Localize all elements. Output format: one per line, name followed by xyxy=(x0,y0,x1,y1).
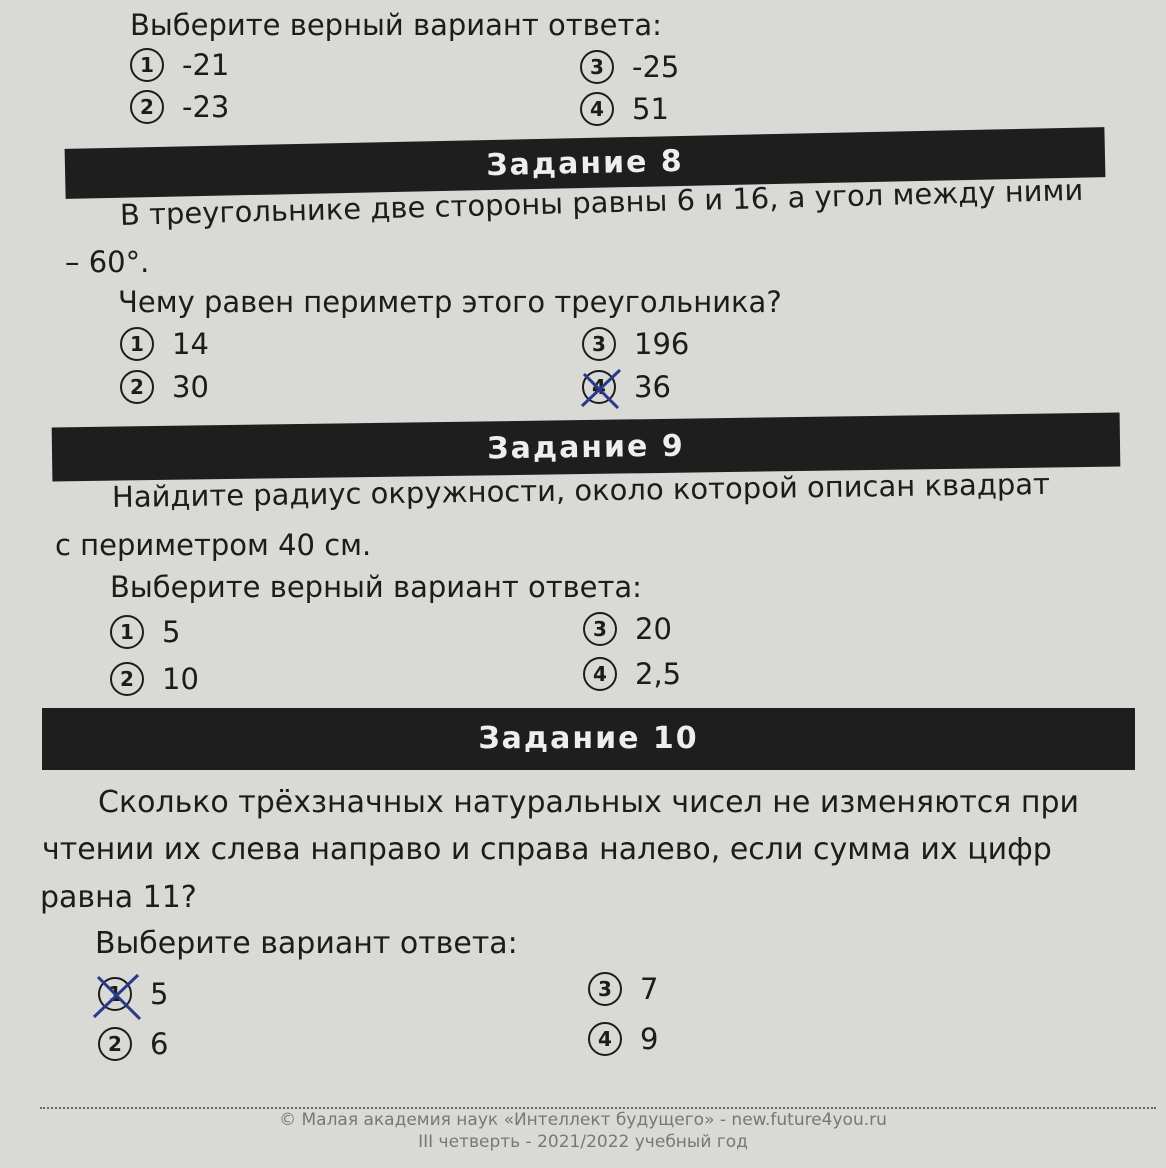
task10-text-line3: равна 11? xyxy=(40,880,197,915)
option-number: 2 xyxy=(120,370,154,404)
option-number: 2 xyxy=(98,1027,132,1061)
option-value: 20 xyxy=(635,612,672,646)
option-value: 36 xyxy=(634,370,671,404)
task9-option-4[interactable]: 4 2,5 xyxy=(583,657,681,691)
option-number: 4 xyxy=(583,657,617,691)
pen-cross-mark-icon xyxy=(92,973,142,1021)
option-number: 2 xyxy=(130,90,164,124)
option-value: 5 xyxy=(162,615,181,649)
task9-text-line2: с периметром 40 см. xyxy=(55,528,372,562)
option-value: 10 xyxy=(162,662,199,696)
option-value: 30 xyxy=(172,370,209,404)
task9-prompt: Выберите верный вариант ответа: xyxy=(110,570,642,604)
task8-option-4[interactable]: 4 36 xyxy=(580,368,671,410)
option-value: 2,5 xyxy=(635,657,682,691)
option-number: 1 xyxy=(120,327,154,361)
option-value: 5 xyxy=(150,977,169,1011)
option-value: 51 xyxy=(632,92,669,126)
task10-prompt: Выберите вариант ответа: xyxy=(95,926,518,961)
task8-option-3[interactable]: 3 196 xyxy=(582,327,689,361)
option-number: 4 xyxy=(580,92,614,126)
task8-question: Чему равен периметр этого треугольника? xyxy=(118,285,782,319)
footer-copyright: © Малая академия наук «Интеллект будущег… xyxy=(279,1110,887,1130)
option-number: 1 xyxy=(92,973,142,1021)
option-value: 196 xyxy=(634,327,690,361)
option-value: 14 xyxy=(172,327,209,361)
option-number: 1 xyxy=(110,615,144,649)
task10-header: Задание 10 xyxy=(42,708,1135,770)
task7-prompt: Выберите верный вариант ответа: xyxy=(130,8,662,42)
option-value: 9 xyxy=(640,1022,659,1056)
task10-text-line1: Сколько трёхзначных натуральных чисел не… xyxy=(98,785,1080,820)
task9-option-3[interactable]: 3 20 xyxy=(583,612,672,646)
task7-option-3[interactable]: 3 -25 xyxy=(580,50,679,84)
pen-cross-mark-icon xyxy=(580,368,622,410)
task8-option-1[interactable]: 1 14 xyxy=(120,327,209,361)
option-number: 3 xyxy=(582,327,616,361)
option-value: 6 xyxy=(150,1027,169,1061)
task10-text-line2: чтении их слева направо и справа налево,… xyxy=(42,832,1052,867)
footer-term: III четверть - 2021/2022 учебный год xyxy=(418,1132,748,1152)
option-number: 4 xyxy=(580,368,622,410)
option-value: -21 xyxy=(182,48,230,82)
option-number: 1 xyxy=(130,48,164,82)
option-number: 3 xyxy=(588,972,622,1006)
task7-option-2[interactable]: 2 -23 xyxy=(130,90,229,124)
option-value: 7 xyxy=(640,972,659,1006)
footer-divider xyxy=(40,1107,1156,1109)
option-number: 3 xyxy=(580,50,614,84)
task8-option-2[interactable]: 2 30 xyxy=(120,370,209,404)
option-value: -23 xyxy=(182,90,230,124)
task7-option-4[interactable]: 4 51 xyxy=(580,92,669,126)
task9-option-2[interactable]: 2 10 xyxy=(110,662,199,696)
option-number: 3 xyxy=(583,612,617,646)
option-number: 4 xyxy=(588,1022,622,1056)
option-value: -25 xyxy=(632,50,680,84)
option-number: 2 xyxy=(110,662,144,696)
task7-option-1[interactable]: 1 -21 xyxy=(130,48,229,82)
task8-text-line2: – 60°. xyxy=(65,245,150,279)
